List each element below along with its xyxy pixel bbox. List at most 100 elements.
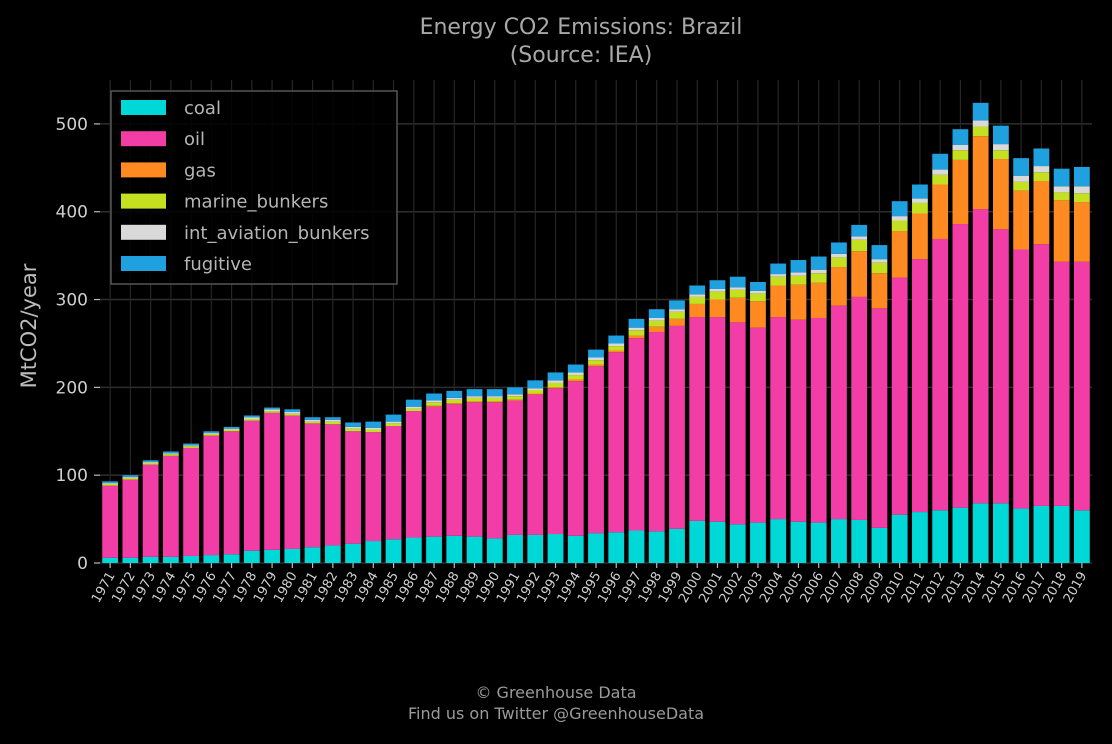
credit-line-2: Find us on Twitter @GreenhouseData <box>407 704 705 723</box>
bar-int_aviation_bunkers-2007 <box>831 253 847 258</box>
bar-fugitive-1977 <box>223 426 240 429</box>
bar-fugitive-1994 <box>567 364 584 373</box>
bar-coal-1991 <box>507 534 523 563</box>
bar-int_aviation_bunkers-1981 <box>304 419 321 422</box>
bar-marine_bunkers-1978 <box>243 418 260 421</box>
legend-label-marine_bunkers: marine_bunkers <box>184 192 328 213</box>
bar-marine_bunkers-2013 <box>952 150 969 160</box>
bar-coal-1979 <box>264 549 280 563</box>
bar-oil-1979 <box>264 412 280 550</box>
bar-coal-2009 <box>871 527 888 563</box>
bar-coal-1986 <box>405 537 422 563</box>
bar-oil-1995 <box>588 366 604 534</box>
bar-fugitive-2018 <box>1053 168 1070 187</box>
bar-fugitive-1978 <box>243 415 260 418</box>
bar-int_aviation_bunkers-2006 <box>810 269 827 274</box>
bar-oil-2007 <box>831 305 847 520</box>
bar-oil-1985 <box>385 426 402 540</box>
bar-gas-1995 <box>588 364 604 367</box>
bar-fugitive-1975 <box>183 443 199 446</box>
bar-marine_bunkers-1984 <box>365 429 382 433</box>
bar-oil-2008 <box>851 296 868 520</box>
bar-fugitive-2004 <box>770 263 787 275</box>
bar-marine_bunkers-1995 <box>588 360 604 365</box>
bar-oil-2019 <box>1073 261 1090 511</box>
bar-int_aviation_bunkers-1994 <box>567 372 584 376</box>
bar-gas-2015 <box>993 159 1009 230</box>
bar-fugitive-1984 <box>365 421 382 428</box>
bar-gas-2002 <box>729 297 746 323</box>
bar-fugitive-2001 <box>709 280 726 290</box>
legend-label-coal: coal <box>184 98 221 119</box>
bar-coal-1974 <box>162 556 179 563</box>
bar-fugitive-1993 <box>547 372 564 381</box>
bar-fugitive-1982 <box>324 417 341 420</box>
bar-gas-1999 <box>669 318 685 326</box>
bar-marine_bunkers-2012 <box>932 174 949 185</box>
bar-marine_bunkers-1980 <box>284 413 301 416</box>
bar-fugitive-2007 <box>831 242 847 254</box>
bar-int_aviation_bunkers-1992 <box>527 388 544 390</box>
bar-coal-1995 <box>588 533 604 563</box>
bar-gas-2009 <box>871 273 888 309</box>
bar-oil-2000 <box>689 317 706 521</box>
bar-coal-2018 <box>1053 505 1070 563</box>
bar-oil-1980 <box>284 415 301 549</box>
bar-coal-1998 <box>648 531 665 563</box>
bar-coal-2001 <box>709 521 726 563</box>
bar-int_aviation_bunkers-2005 <box>790 272 807 276</box>
bar-coal-1996 <box>608 532 625 563</box>
bar-int_aviation_bunkers-1982 <box>324 419 341 422</box>
bar-fugitive-2009 <box>871 245 888 260</box>
y-tick-label: 300 <box>56 291 88 311</box>
bar-oil-1994 <box>567 381 584 536</box>
bar-int_aviation_bunkers-2016 <box>1013 175 1030 182</box>
bar-marine_bunkers-2004 <box>770 276 787 286</box>
bar-int_aviation_bunkers-2009 <box>871 259 888 263</box>
bar-int_aviation_bunkers-2012 <box>932 169 949 175</box>
bar-oil-2015 <box>993 229 1009 504</box>
bar-marine_bunkers-1981 <box>304 421 321 424</box>
bar-oil-1974 <box>162 455 179 557</box>
bar-coal-1990 <box>486 538 503 563</box>
bar-fugitive-2015 <box>993 125 1009 145</box>
bar-int_aviation_bunkers-2013 <box>952 144 969 151</box>
bar-marine_bunkers-1993 <box>547 382 564 388</box>
bar-marine_bunkers-1973 <box>142 462 159 465</box>
bar-marine_bunkers-2009 <box>871 262 888 274</box>
bar-int_aviation_bunkers-1998 <box>648 317 665 321</box>
bar-fugitive-2008 <box>851 224 868 237</box>
legend-swatch-fugitive <box>121 256 166 271</box>
bar-fugitive-1990 <box>486 389 503 397</box>
bar-marine_bunkers-1991 <box>507 396 523 400</box>
bar-marine_bunkers-2016 <box>1013 181 1030 191</box>
chart-subtitle: (Source: IEA) <box>510 43 653 68</box>
bar-coal-1978 <box>243 550 260 563</box>
bar-fugitive-2013 <box>952 129 969 145</box>
bar-oil-1978 <box>243 420 260 551</box>
bar-oil-2006 <box>810 317 827 523</box>
bar-oil-2010 <box>891 277 908 515</box>
bar-gas-2017 <box>1033 180 1050 245</box>
bar-oil-1992 <box>527 394 544 535</box>
bar-coal-1985 <box>385 539 402 563</box>
bar-oil-2001 <box>709 317 726 522</box>
bar-oil-2017 <box>1033 244 1050 506</box>
bar-int_aviation_bunkers-1978 <box>243 417 260 419</box>
bar-coal-2013 <box>952 507 969 563</box>
bar-oil-2009 <box>871 308 888 528</box>
bar-coal-1984 <box>365 541 382 563</box>
bar-fugitive-1981 <box>304 417 321 420</box>
bar-gas-2018 <box>1053 200 1070 262</box>
bar-gas-2005 <box>790 284 807 320</box>
bar-gas-2016 <box>1013 190 1030 250</box>
bar-gas-2000 <box>689 303 706 318</box>
bar-coal-2005 <box>790 521 807 563</box>
y-tick-label: 200 <box>56 378 88 398</box>
bar-marine_bunkers-1998 <box>648 320 665 327</box>
bar-coal-2007 <box>831 519 847 563</box>
bar-fugitive-2016 <box>1013 158 1030 176</box>
bar-int_aviation_bunkers-1993 <box>547 380 564 383</box>
